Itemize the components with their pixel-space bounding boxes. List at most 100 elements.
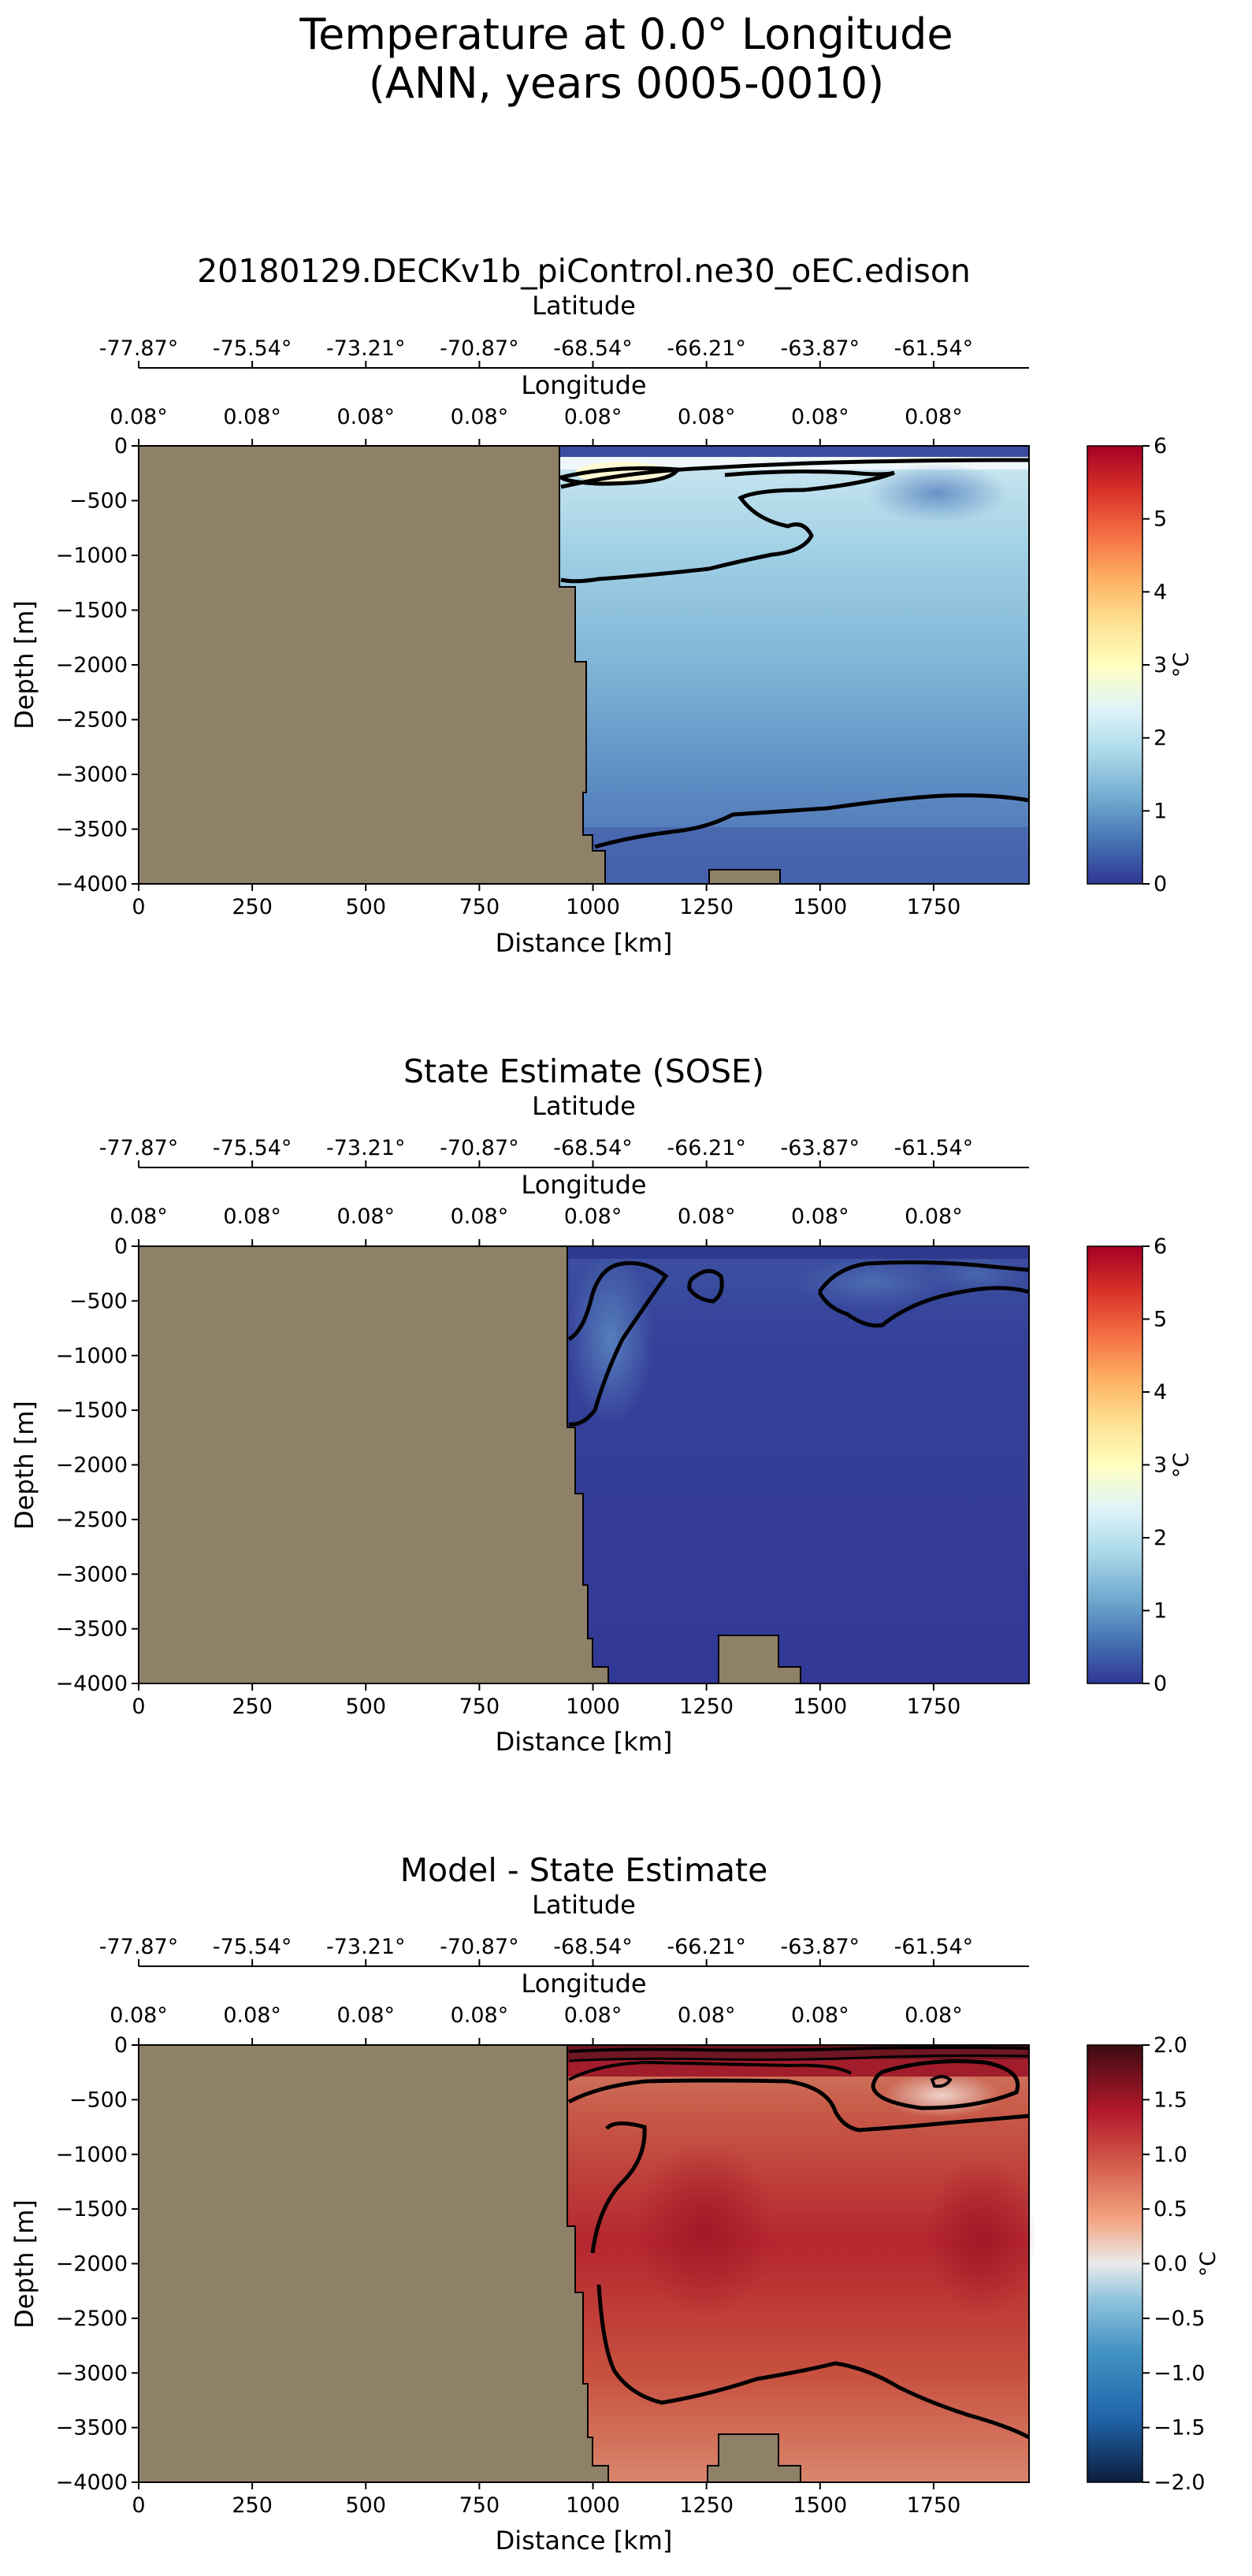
x-axis-label: Distance [km] [496,2526,673,2556]
lon-tick-label: 0.08° [564,2003,622,2028]
lon-tick-label: 0.08° [223,1204,281,1229]
y-tick-label: −4000 [56,872,128,896]
colorbar: 2.0 1.5 1.0 0.5 0.0 −0.5 −1.0 −1.5 −2.0 °C [1087,2033,1220,2495]
colorbar-label: °C [1169,652,1194,677]
colorbar-label: °C [1196,2251,1220,2277]
longitude-axis-label: Longitude [521,1170,646,1200]
y-tick-label: −3500 [56,1617,128,1642]
colorbar-tick-label: 1 [1154,1599,1167,1624]
lat-tick-label: -63.87° [781,1136,860,1160]
colorbar-tick-label: 2.0 [1154,2033,1187,2058]
colorbar-tick-label: 1.0 [1154,2143,1187,2167]
colorbar-ticks: 0 1 2 3 4 5 6 [1142,1234,1167,1696]
lon-tick-label: 0.08° [451,1204,509,1229]
lat-tick-label: -66.21° [667,1935,746,1959]
x-axis-label: Distance [km] [496,1727,673,1757]
y-axis-label: Depth [m] [9,2199,39,2329]
x-tick-label: 500 [345,2493,386,2518]
latitude-ticks: -77.87° -75.54° -73.21° -70.87° -68.54° -66.2… [99,1136,973,1167]
longitude-axis-label: Longitude [521,1969,646,1999]
y-tick-label: −1000 [56,2143,128,2167]
colorbar-tick-label: 0 [1154,1672,1167,1696]
colorbar-tick-label: 3 [1154,1453,1167,1478]
colorbar-tick-label: 1.5 [1154,2088,1187,2112]
lat-tick-label: -75.54° [213,336,292,361]
y-axis-ticks: 0 −500 −1000 −1500 −2000 −2500 −3000 −3500 −4000 [56,2033,139,2495]
y-tick-label: −3000 [56,2361,128,2385]
latitude-ticks: -77.87° -75.54° -73.21° -70.87° -68.54° -66.2… [99,1935,973,1966]
latitude-axis-label: Latitude [532,1091,636,1121]
colorbar-tick-label: 0.0 [1154,2252,1187,2277]
lat-tick-label: -61.54° [894,336,974,361]
y-tick-label: −2000 [56,1453,128,1478]
y-tick-label: −1500 [56,2197,128,2222]
x-tick-label: 1500 [793,1694,847,1719]
y-tick-label: −2000 [56,2252,128,2277]
latitude-ticks: -77.87° -75.54° -73.21° -70.87° -68.54° -66.2… [99,336,973,368]
colorbar-ticks: 2.0 1.5 1.0 0.5 0.0 −0.5 −1.0 −1.5 −2.0 [1142,2033,1206,2495]
land-mask [138,445,781,885]
colorbar-tick-label: 5 [1154,1308,1167,1332]
x-tick-label: 250 [232,895,273,919]
longitude-ticks: 0.08° 0.08° 0.08° 0.08° 0.08° 0.08° 0.08° 0.08° [110,1204,963,1246]
colorbar-tick-label: 6 [1154,434,1167,458]
x-tick-label: 500 [345,895,386,919]
panel-title: State Estimate (SOSE) [403,1052,764,1090]
lon-tick-label: 0.08° [336,405,395,429]
y-axis-ticks: 0 −500 −1000 −1500 −2000 −2500 −3000 −3500 −4000 [56,1234,139,1696]
y-tick-label: −3500 [56,2416,128,2441]
lon-tick-label: 0.08° [678,1204,736,1229]
colorbar-tick-label: 4 [1154,580,1167,604]
panel-title: 20180129.DECKv1b_piControl.ne30_oEC.edis… [197,252,971,290]
y-tick-label: −1500 [56,1398,128,1423]
lat-tick-label: -63.87° [781,336,860,361]
x-tick-label: 1500 [793,2493,847,2518]
lat-tick-label: -66.21° [667,1136,746,1160]
colorbar-tick-label: 4 [1154,1380,1167,1405]
x-axis-ticks: 0 250 500 750 1000 1250 1500 1750 [132,2482,960,2518]
x-tick-label: 1500 [793,895,847,919]
heatmap-field [566,2045,1036,2482]
y-tick-label: −4000 [56,1672,128,1696]
lon-tick-label: 0.08° [564,1204,622,1229]
lat-tick-label: -68.54° [553,1136,633,1160]
panel-title: Model - State Estimate [400,1851,768,1889]
y-tick-label: −4000 [56,2470,128,2495]
panel-difference: Model - State Estimate Latitude -77.87° -… [9,1851,1220,2556]
lon-tick-label: 0.08° [791,1204,849,1229]
x-tick-label: 0 [132,2493,145,2518]
lon-tick-label: 0.08° [791,405,849,429]
figure-title-line2: (ANN, years 0005-0010) [369,58,884,108]
lat-tick-label: -75.54° [213,1935,292,1959]
panel-state-estimate: State Estimate (SOSE) Latitude -77.87° -7… [9,1052,1194,1757]
latitude-axis-label: Latitude [532,1890,636,1920]
x-axis-ticks: 0 250 500 750 1000 1250 1500 1750 [132,1683,960,1719]
colorbar-ticks: 0 1 2 3 4 5 6 [1142,434,1167,896]
colorbar-tick-label: 3 [1154,653,1167,677]
lat-tick-label: -75.54° [213,1136,292,1160]
y-tick-label: −2000 [56,653,128,677]
y-tick-label: −3500 [56,818,128,842]
lat-tick-label: -61.54° [894,1136,974,1160]
lon-tick-label: 0.08° [905,405,963,429]
lat-tick-label: -70.87° [440,1935,519,1959]
heatmap-field [558,446,1029,884]
y-tick-label: −2500 [56,2307,128,2331]
y-axis-label: Depth [m] [9,600,39,729]
lat-tick-label: -77.87° [99,336,179,361]
colorbar-tick-label: 2 [1154,1526,1167,1550]
x-tick-label: 250 [232,1694,273,1719]
heatmap-field [566,1246,1029,1683]
x-tick-label: 750 [459,895,500,919]
x-tick-label: 750 [459,2493,500,2518]
lon-tick-label: 0.08° [110,1204,168,1229]
x-tick-label: 1750 [907,1694,961,1719]
colorbar: 0 1 2 3 4 5 6 °C [1087,434,1194,896]
colorbar-tick-label: 0.5 [1154,2197,1187,2222]
figure-title-line1: Temperature at 0.0° Longitude [299,9,953,59]
lon-tick-label: 0.08° [223,2003,281,2028]
lon-tick-label: 0.08° [451,2003,509,2028]
lon-tick-label: 0.08° [223,405,281,429]
colorbar-tick-label: 5 [1154,507,1167,532]
